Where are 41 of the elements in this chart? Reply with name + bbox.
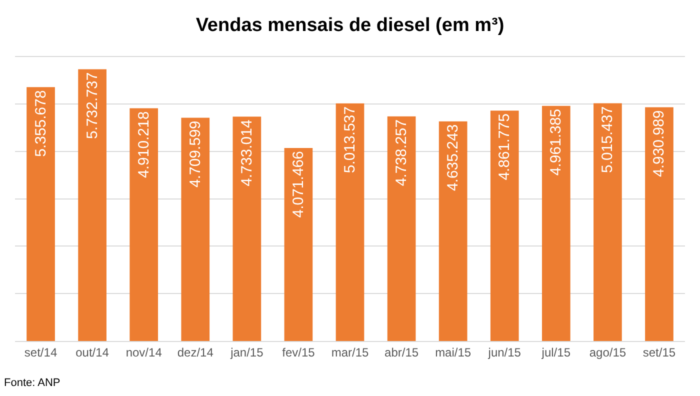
x-tick-label: mar/15 (331, 345, 369, 360)
bar (387, 116, 416, 341)
data-label: 4.635.243 (444, 124, 462, 192)
bar (181, 118, 210, 341)
data-label: 4.961.385 (548, 108, 565, 176)
bar (490, 110, 519, 341)
x-tick-label: dez/14 (177, 345, 214, 360)
bar (26, 87, 55, 341)
x-tick-label: fev/15 (282, 345, 316, 360)
bar (542, 106, 570, 341)
x-tick-label: abr/15 (384, 345, 419, 360)
x-tick-label: jan/15 (230, 345, 264, 360)
x-tick-label: out/14 (76, 345, 110, 360)
bar (336, 103, 364, 341)
data-label: 4.861.775 (496, 114, 514, 180)
bar (594, 103, 622, 341)
bar (232, 116, 262, 341)
data-label: 4.733.014 (238, 120, 256, 186)
source-note: Fonte: ANP (4, 377, 60, 389)
data-label: 4.738.257 (393, 119, 410, 186)
data-label: 5.015.437 (599, 106, 616, 174)
bar (438, 121, 468, 341)
data-label: 4.910.218 (135, 111, 152, 178)
bar (284, 148, 313, 341)
x-tick-label: jul/15 (540, 345, 571, 360)
chart-title: Vendas mensais de diesel (em m³) (196, 15, 504, 36)
data-label: 4.930.989 (650, 110, 668, 178)
x-tick-label: set/15 (642, 345, 676, 360)
bar (645, 107, 674, 341)
data-label: 5.013.537 (342, 106, 358, 174)
data-label: 4.071.466 (290, 151, 307, 218)
x-tick-label: ago/15 (589, 345, 626, 360)
bar (130, 108, 158, 341)
x-tick-label: nov/14 (126, 345, 162, 360)
data-label: 5.355.678 (32, 90, 50, 157)
data-label: 5.732.737 (84, 72, 101, 140)
x-tick-label: set/14 (24, 345, 58, 360)
data-label: 4.709.599 (186, 120, 204, 188)
x-tick-label: mai/15 (435, 345, 472, 360)
bar (78, 69, 106, 341)
x-tick-label: jun/15 (487, 345, 522, 360)
